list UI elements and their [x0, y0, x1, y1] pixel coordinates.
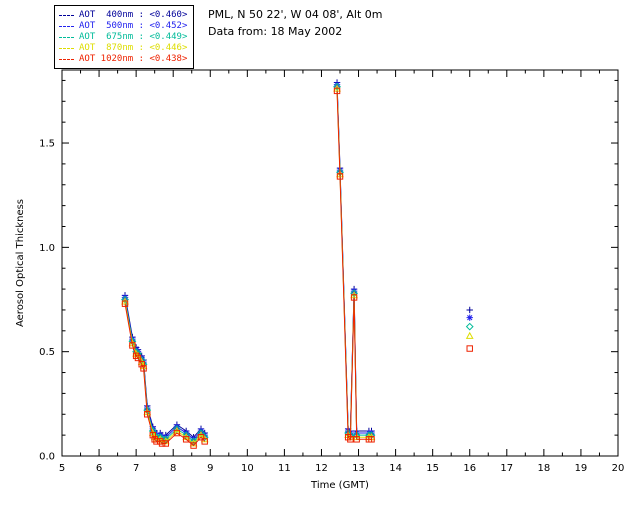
legend-box: AOT 400nm : <0.460> AOT 500nm : <0.452> AO…	[54, 5, 195, 69]
x-tick-label: 7	[133, 463, 139, 474]
series-aot-400nm	[121, 79, 473, 441]
axes: 5 6 7 8 9 10 11 12 13 14 15 16 17 18 19 20 0.0 0.5 1.0 1.5 T…	[15, 69, 625, 491]
x-tick-label: 18	[537, 463, 550, 474]
y-tick-label: 0.0	[39, 452, 55, 463]
x-tick-label: 20	[612, 463, 625, 474]
x-tick-label: 8	[170, 463, 176, 474]
y-tick-label: 0.5	[39, 347, 55, 358]
site-info: PML, N 50 22', W 04 08', Alt 0m	[208, 8, 383, 21]
legend-label: AOT 1020nm : <0.438>	[79, 54, 188, 64]
legend-line-sample	[59, 15, 74, 16]
legend-item: AOT 870nm : <0.446>	[59, 43, 187, 54]
series-aot-500nm	[121, 81, 473, 443]
x-tick-label: 6	[96, 463, 102, 474]
series-aot-870nm	[121, 84, 474, 447]
legend-item: AOT 675nm : <0.449>	[59, 32, 187, 43]
x-tick-label: 11	[278, 463, 291, 474]
legend-line-sample	[59, 26, 74, 27]
x-tick-label: 14	[389, 463, 402, 474]
plot-header: PML, N 50 22', W 04 08', Alt 0m Data fro…	[208, 8, 382, 42]
legend-label: AOT 500nm : <0.452>	[79, 21, 188, 31]
x-tick-label: 5	[59, 463, 65, 474]
legend-item: AOT 400nm : <0.460>	[59, 10, 187, 21]
x-axis-label: Time (GMT)	[310, 480, 369, 491]
x-tick-label: 13	[352, 463, 365, 474]
y-tick-label: 1.5	[39, 139, 55, 150]
legend-line-sample	[59, 37, 74, 38]
legend-label: AOT 400nm : <0.460>	[79, 10, 188, 20]
date-info: Data from: 18 May 2002	[208, 25, 343, 38]
legend-item: AOT 1020nm : <0.438>	[59, 54, 187, 65]
legend-line-sample	[59, 48, 74, 49]
x-tick-label: 16	[463, 463, 476, 474]
series-aot-675nm	[121, 82, 474, 446]
x-tick-label: 12	[315, 463, 328, 474]
x-tick-label: 19	[575, 463, 588, 474]
y-tick-label: 1.0	[39, 243, 55, 254]
x-tick-label: 15	[426, 463, 439, 474]
legend-item: AOT 500nm : <0.452>	[59, 21, 187, 32]
series-aot-1020nm	[121, 87, 473, 449]
legend-label: AOT 870nm : <0.446>	[79, 43, 188, 53]
legend-line-sample	[59, 59, 74, 60]
x-tick-label: 17	[500, 463, 513, 474]
x-tick-label: 10	[241, 463, 254, 474]
y-axis-label: Aerosol Optical Thickness	[15, 199, 26, 327]
legend-label: AOT 675nm : <0.449>	[79, 32, 188, 42]
x-tick-label: 9	[207, 463, 213, 474]
